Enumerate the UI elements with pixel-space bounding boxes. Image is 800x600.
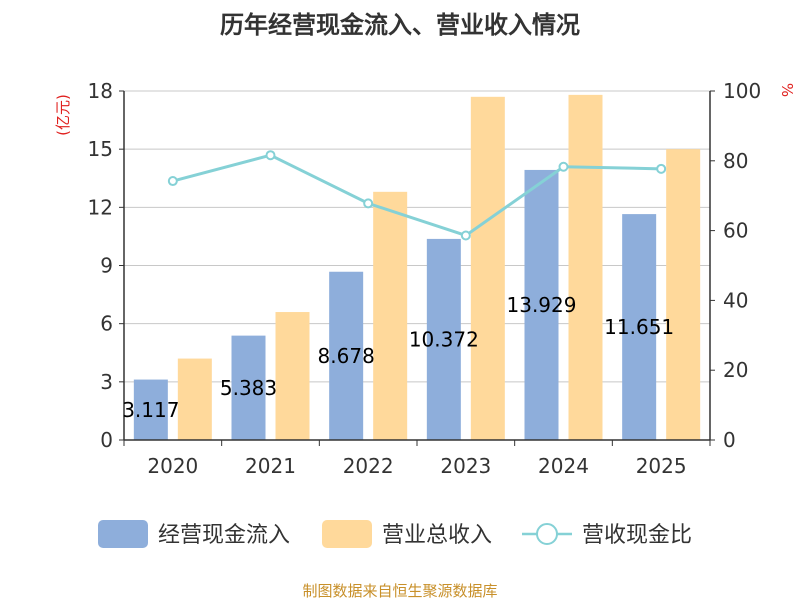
legend-swatch (322, 520, 372, 548)
chart-title: 历年经营现金流入、营业收入情况 (220, 11, 580, 39)
bar-cash-inflow (426, 238, 461, 440)
line-ratio (172, 153, 662, 238)
left-axis-tick-label: 15 (88, 137, 113, 161)
bar-data-label: 13.929 (507, 293, 577, 317)
line-point (558, 161, 569, 172)
data-labels: 3.117 5.383 8.678 10.372 13.929 11.651 (122, 293, 674, 422)
left-axis-tick-label: 18 (88, 79, 113, 103)
legend-label: 经营现金流入 (158, 523, 290, 548)
bar-data-label: 5.383 (220, 376, 277, 400)
line-point (363, 198, 374, 209)
line-point (167, 176, 178, 187)
x-axis-tick-label: 2024 (538, 454, 589, 478)
left-axis-tick-label: 0 (100, 428, 113, 452)
right-axis-tick-label: 40 (723, 288, 748, 312)
line-point (460, 230, 471, 241)
right-axis-unit: % (778, 83, 796, 97)
bar-series (133, 94, 701, 441)
x-axis-tick-label: 2021 (245, 454, 296, 478)
bar-revenue (373, 191, 408, 440)
left-axis-tick-label: 3 (100, 370, 113, 394)
source-note: 制图数据来自恒生聚源数据库 (302, 582, 497, 600)
right-axis-tick-label: 60 (723, 219, 748, 243)
legend-label: 营收现金比 (582, 523, 692, 548)
bar-revenue (177, 358, 212, 440)
legend-label: 营业总收入 (382, 523, 492, 548)
grid-lines (124, 90, 710, 383)
right-axis-tick-label: 80 (723, 149, 748, 173)
bar-data-label: 8.678 (318, 344, 375, 368)
line-point (265, 150, 276, 161)
left-axis-tick-label: 6 (100, 312, 113, 336)
x-axis-tick-label: 2022 (343, 454, 394, 478)
legend: 经营现金流入 营业总收入 营收现金比 (98, 520, 692, 548)
left-axis-unit: (亿元) (54, 94, 72, 136)
x-axis-tick-label: 2020 (147, 454, 198, 478)
bar-data-label: 10.372 (409, 327, 479, 351)
left-axis-tick-label: 12 (88, 195, 113, 219)
x-axis-tick-label: 2023 (440, 454, 491, 478)
bar-revenue (666, 149, 701, 440)
bar-revenue (275, 312, 310, 440)
bar-revenue (470, 96, 505, 441)
bar-cash-inflow (524, 169, 559, 440)
right-axis-tick-label: 0 (723, 428, 736, 452)
right-axis-tick-label: 20 (723, 358, 748, 382)
x-axis-tick-label: 2025 (636, 454, 687, 478)
bar-data-label: 11.651 (604, 315, 674, 339)
bar-cash-inflow (329, 271, 364, 440)
bar-cash-inflow (622, 214, 657, 440)
bar-data-label: 3.117 (122, 398, 179, 422)
legend-line-marker (536, 523, 558, 545)
right-axis-tick-label: 100 (723, 79, 761, 103)
legend-swatch (98, 520, 148, 548)
left-axis-tick-label: 9 (100, 254, 113, 278)
bar-cash-inflow (133, 379, 168, 440)
line-series (167, 150, 667, 241)
axes: 0 3 6 9 12 15 18 0 20 40 60 80 100 2020 2021 2022 2023 20… (88, 79, 762, 478)
bar-cash-inflow (231, 335, 266, 440)
bar-revenue (568, 94, 603, 440)
line-point (656, 163, 667, 174)
